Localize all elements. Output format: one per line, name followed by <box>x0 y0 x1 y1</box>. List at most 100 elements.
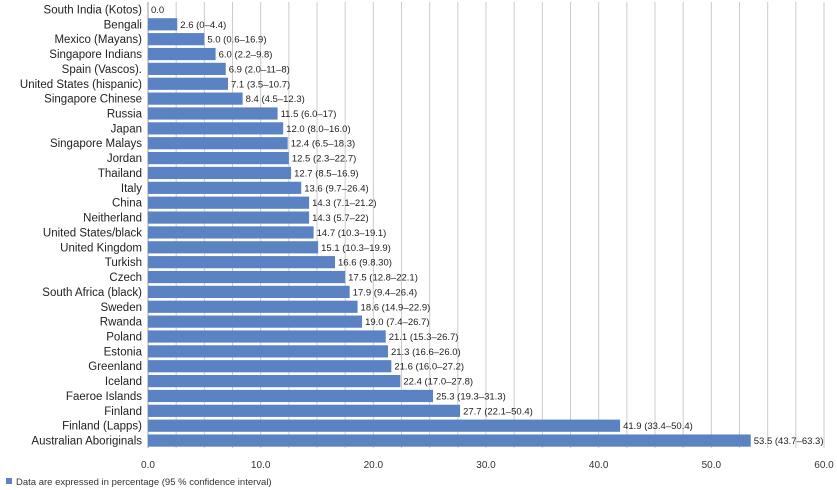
category-label: Iceland <box>105 376 142 388</box>
bar <box>148 285 350 298</box>
data-label: 19.0 (7.4–26.7) <box>365 317 429 328</box>
bar <box>148 315 363 328</box>
bar <box>148 434 751 447</box>
category-label: Australian Aboriginals <box>31 436 142 448</box>
category-label: Thailand <box>98 168 142 180</box>
data-label: 7.1 (3.5–10.7) <box>231 79 290 90</box>
bar <box>148 77 228 90</box>
data-label: 21.6 (16.0–27.2) <box>394 362 464 373</box>
x-tick-label: 0.0 <box>141 460 155 471</box>
grid-lines <box>147 2 825 448</box>
bar <box>148 107 278 120</box>
bar <box>148 137 288 150</box>
bar <box>148 375 401 388</box>
data-label: 6.0 (2.2–9.8) <box>219 50 273 61</box>
category-label: Turkish <box>105 257 142 269</box>
data-label: 14.3 (7.1–21.2) <box>312 198 376 209</box>
data-label: 14.3 (5.7–22) <box>312 213 369 224</box>
bars <box>148 18 751 447</box>
category-labels: South India (Kotos) Bengali Mexico (Mayans… <box>20 4 143 447</box>
data-label: 0.0 <box>151 5 164 16</box>
category-label: South Africa (black) <box>42 287 142 299</box>
category-label: China <box>112 198 143 210</box>
bar <box>148 92 243 105</box>
bar <box>148 270 346 284</box>
bar <box>148 196 310 209</box>
bar <box>148 166 292 180</box>
category-label: South India (Kotos) <box>44 4 143 16</box>
data-label: 22.4 (17.0–27.8) <box>403 377 473 388</box>
x-tick-label: 40.0 <box>589 460 609 471</box>
x-tick-label: 60.0 <box>814 460 834 471</box>
category-label: Mexico (Mayans) <box>54 34 142 46</box>
bar <box>148 345 388 358</box>
category-label: Jordan <box>107 153 142 165</box>
x-tick-label: 50.0 <box>702 460 722 471</box>
category-label: Italy <box>121 183 142 195</box>
data-label: 5.0 (0.6–16.9) <box>207 35 266 46</box>
category-label: Faeroe Islands <box>66 391 142 403</box>
bar <box>148 360 392 373</box>
bar <box>148 47 216 61</box>
bar <box>148 256 336 269</box>
category-label: Czech <box>109 272 142 284</box>
data-label: 53.5 (43.7–63.3) <box>754 436 824 447</box>
category-label: Singapore Indians <box>49 49 142 61</box>
bar <box>148 18 178 31</box>
legend: Data are expressed in percentage (95 % c… <box>6 477 272 488</box>
bar <box>148 226 314 239</box>
x-tick-label: 10.0 <box>251 460 271 471</box>
data-label: 18.6 (14.9–22.9) <box>361 302 431 313</box>
category-label: Singapore Malays <box>50 138 142 150</box>
data-label: 17.5 (12.8–22.1) <box>348 273 418 284</box>
category-label: Rwanda <box>100 317 143 329</box>
data-label: 11.5 (6.0–17) <box>281 109 337 120</box>
data-label: 41.9 (33.4–50.4) <box>623 421 693 432</box>
data-label: 16.6 (9.8.30) <box>338 258 392 269</box>
category-label: Estonia <box>104 346 143 358</box>
category-label: Greenland <box>88 361 142 373</box>
x-tick-label: 20.0 <box>364 460 384 471</box>
category-label: Sweden <box>100 302 142 314</box>
bar <box>148 181 302 194</box>
bar <box>148 211 310 224</box>
data-label: 13.6 (9.7–26.4) <box>304 183 368 194</box>
category-label: Russia <box>107 109 143 121</box>
bar <box>148 122 284 135</box>
data-label: 14.7 (10.3–19.1) <box>317 228 387 239</box>
data-label: 12.7 (8.5–16.9) <box>294 168 358 179</box>
bar <box>148 241 319 254</box>
bar <box>148 419 621 432</box>
data-label: 15.1 (10.3–19.9) <box>321 243 391 254</box>
category-label: Finland (Lapps) <box>62 421 142 433</box>
category-label: Neitherland <box>83 213 142 225</box>
data-label: 12.5 (2.3–22.7) <box>292 154 356 165</box>
data-label: 17.9 (9.4–26.4) <box>353 287 417 298</box>
category-label: United States (hispanic) <box>20 79 142 91</box>
category-label: United Kingdom <box>60 242 142 254</box>
data-label: 21.1 (15.3–26.7) <box>389 332 459 343</box>
bar <box>148 300 358 313</box>
legend-swatch <box>6 478 12 484</box>
category-label: Bengali <box>104 19 142 31</box>
bar <box>148 33 205 46</box>
bar <box>148 389 434 403</box>
data-label: 12.4 (6.5–18.3) <box>291 139 355 150</box>
legend-text: Data are expressed in percentage (95 % c… <box>16 477 272 488</box>
data-label: 2.6 (0–4.4) <box>180 20 226 31</box>
data-label: 12.0 (8.0–16.0) <box>286 124 350 135</box>
category-label: Singapore Chinese <box>44 94 142 106</box>
data-label: 6.9 (2.0–11–8) <box>229 64 290 75</box>
category-label: Poland <box>106 332 142 344</box>
category-label: United States/black <box>43 227 142 239</box>
x-tick-label: 30.0 <box>476 460 496 471</box>
x-axis-ticks: 0.0 10.0 20.0 30.0 40.0 50.0 60.0 <box>141 460 834 471</box>
data-labels: 0.0 2.6 (0–4.4) 5.0 (0.6–16.9) 6.0 (2.2–9.8… <box>151 5 824 447</box>
data-label: 27.7 (22.1–50.4) <box>463 406 533 417</box>
bar <box>148 404 461 417</box>
category-label: Finland <box>104 406 142 418</box>
category-label: Japan <box>111 123 142 135</box>
category-label: Spain (Vascos). <box>62 64 142 76</box>
data-label: 21.3 (16.6–26.0) <box>391 347 461 358</box>
